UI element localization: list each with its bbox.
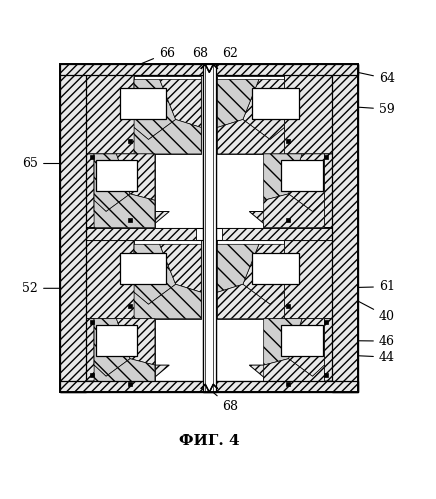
Bar [94,154,155,228]
Bar [119,253,166,283]
Bar [217,241,284,319]
Bar [203,64,216,392]
Polygon shape [61,64,358,75]
Polygon shape [264,194,324,228]
Polygon shape [249,154,333,228]
Polygon shape [86,241,169,319]
Polygon shape [264,319,302,365]
Bar [286,382,290,386]
Polygon shape [86,154,169,228]
Text: 62: 62 [218,46,238,70]
Polygon shape [333,64,358,392]
Bar [286,218,290,222]
Polygon shape [86,228,197,241]
Polygon shape [264,154,302,200]
Bar [264,319,324,381]
Polygon shape [94,194,155,228]
Polygon shape [134,284,201,319]
Bar [91,320,95,324]
Polygon shape [94,154,130,212]
Bar [119,88,166,119]
Polygon shape [116,319,155,365]
Polygon shape [160,79,201,128]
Bar [128,304,132,308]
Polygon shape [264,359,324,392]
Polygon shape [86,75,169,154]
Text: 59: 59 [342,103,395,116]
Text: 40: 40 [298,269,395,323]
Bar [203,64,216,392]
Text: ФИГ. 4: ФИГ. 4 [179,434,240,448]
Polygon shape [116,154,155,200]
Bar [128,218,132,222]
Bar [286,304,290,308]
Polygon shape [217,119,284,154]
Polygon shape [160,245,201,292]
Bar [324,155,328,159]
Bar [95,325,137,355]
Polygon shape [289,154,324,212]
Polygon shape [61,64,86,392]
Text: 52: 52 [22,282,95,295]
Polygon shape [333,64,358,392]
Bar [91,155,95,159]
Polygon shape [134,245,176,304]
Polygon shape [249,319,333,381]
Polygon shape [134,79,176,140]
Bar [61,64,358,392]
Polygon shape [217,284,284,319]
Polygon shape [61,381,358,392]
Polygon shape [217,245,259,292]
Text: 44: 44 [287,351,395,364]
Text: 61: 61 [326,280,395,293]
Bar [324,320,328,324]
Bar [134,75,201,154]
Bar [281,325,323,355]
Polygon shape [222,228,333,241]
Text: 64: 64 [353,71,395,85]
Polygon shape [94,319,130,376]
Polygon shape [217,79,259,128]
Polygon shape [249,241,333,319]
Bar [134,241,201,319]
Polygon shape [243,245,284,304]
Bar [95,160,137,191]
Polygon shape [61,64,86,392]
Bar [324,373,328,377]
Polygon shape [86,319,169,381]
Bar [252,88,299,119]
Text: 68: 68 [211,391,238,413]
Bar [94,319,155,381]
Bar [252,253,299,283]
Bar [217,75,284,154]
Text: 65: 65 [22,157,95,170]
Polygon shape [249,75,333,154]
Bar [286,139,290,143]
Polygon shape [243,79,284,140]
Bar [61,64,358,392]
Polygon shape [289,319,324,376]
Bar [86,228,333,241]
Bar [281,160,323,191]
Text: 68: 68 [192,46,208,67]
Text: 46: 46 [323,335,395,348]
Polygon shape [94,359,155,392]
Polygon shape [61,64,358,75]
Bar [128,139,132,143]
Bar [91,373,95,377]
Bar [264,154,324,228]
Bar [128,382,132,386]
Text: 66: 66 [119,46,175,73]
Polygon shape [61,381,358,392]
Polygon shape [134,119,201,154]
